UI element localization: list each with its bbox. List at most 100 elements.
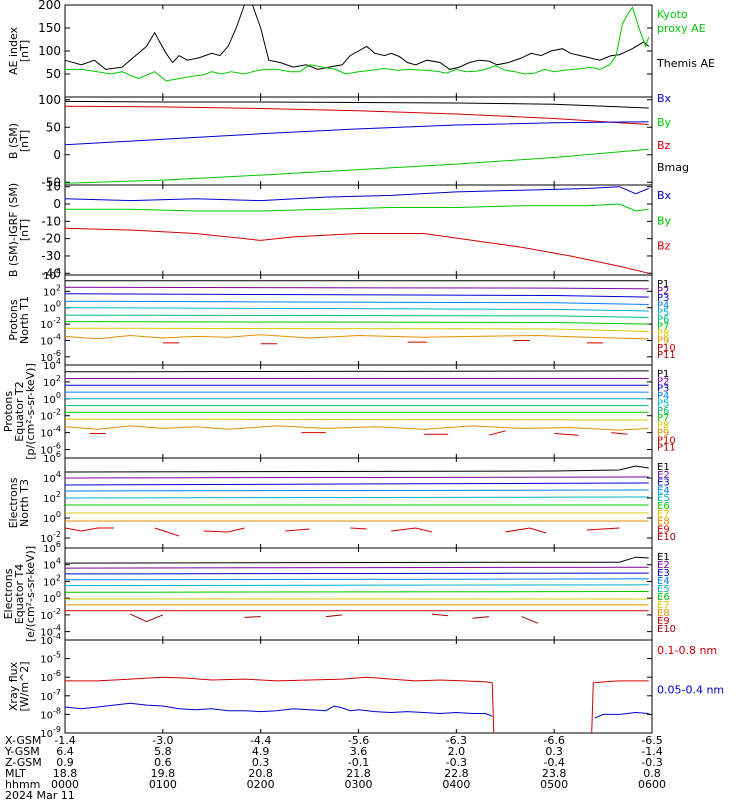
- legend-entry: E10: [657, 532, 676, 543]
- series-line: [203, 527, 245, 533]
- x-row-label: MLT: [5, 767, 26, 780]
- legend-entry: E4: [657, 576, 670, 587]
- x-row-value: 3.6: [350, 745, 368, 758]
- legend-entry: E6: [657, 592, 670, 603]
- legend-entry: P6: [657, 406, 669, 417]
- legend-entry: E1: [657, 552, 670, 563]
- panel-frame: [64, 96, 653, 186]
- x-row-value: 0.3: [545, 745, 563, 758]
- series-line: [64, 566, 649, 569]
- y-axis-label: B (SM)[nT]: [7, 123, 31, 159]
- legend-entry: P5: [657, 307, 669, 318]
- x-row-value: 19.8: [151, 767, 176, 780]
- legend-entry: P1: [657, 279, 669, 290]
- x-row-value: 0.6: [154, 756, 172, 769]
- x-row-label: X-GSM: [5, 734, 41, 747]
- y-tick-label: 100: [43, 510, 61, 525]
- series-line: [64, 4, 650, 70]
- legend-entry: P2: [657, 286, 669, 297]
- series-line: [154, 527, 180, 537]
- x-row-value: -1.4: [54, 734, 75, 747]
- legend-entry: E3: [657, 568, 670, 579]
- series-line: [65, 203, 649, 212]
- y-tick-label: -40: [41, 266, 61, 280]
- x-row-value: 2.0: [448, 745, 466, 758]
- series-line: [64, 591, 649, 593]
- legend-entry: proxy AE: [657, 22, 706, 35]
- x-row-value: -3.0: [152, 734, 173, 747]
- panel-frame: [64, 639, 653, 734]
- series-line: [64, 100, 649, 109]
- legend-entry: P2: [657, 376, 669, 387]
- panel-bdiff: 10 0 -10 -20 -30 -40 B (SM)-IGRF (SM)[nT] Bx By B…: [7, 180, 672, 281]
- y-tick-label: 100: [38, 44, 61, 58]
- x-row-value: 0200: [247, 778, 275, 791]
- series-line: [594, 711, 649, 719]
- y-tick-label: 10-7: [40, 688, 61, 703]
- x-row-value: 21.8: [346, 767, 371, 780]
- x-row-value: 0300: [345, 778, 373, 791]
- y-axis-label: ProtonsEquator T2[p/(cm²-s-sr-keV)]: [2, 363, 37, 460]
- x-row-value: 0.8: [643, 767, 661, 780]
- series-line: [64, 465, 649, 473]
- y-tick-label: -20: [41, 232, 61, 246]
- x-row-label: Z-GSM: [5, 756, 42, 769]
- y-tick-label: 106: [43, 540, 61, 555]
- y-axis-label: B (SM)-IGRF (SM)[nT]: [7, 183, 31, 277]
- legend-entry: E8: [657, 608, 670, 619]
- series-line: [64, 105, 649, 125]
- y-tick-label: 0: [53, 148, 61, 162]
- series-line: [64, 556, 649, 564]
- legend-entry: P7: [657, 322, 669, 333]
- x-row-value: 22.8: [444, 767, 469, 780]
- x-row-value: 0000: [51, 778, 79, 791]
- x-row-value: 0.9: [56, 756, 74, 769]
- y-tick-label: -50: [41, 175, 61, 189]
- series-line: [488, 430, 506, 436]
- series-line: [64, 370, 649, 373]
- panel-frame: [64, 184, 653, 276]
- series-line: [521, 616, 539, 624]
- y-tick-label: 10-4: [40, 624, 61, 639]
- legend-entry: E7: [657, 600, 670, 611]
- y-tick-label: 10-5: [40, 651, 61, 666]
- series-line: [391, 527, 433, 533]
- series-line: [64, 476, 649, 479]
- legend-entry: P11: [657, 443, 676, 454]
- legend-entry: E5: [657, 493, 670, 504]
- y-tick-label: 10-2: [40, 316, 61, 331]
- legend-entry: By: [657, 214, 672, 227]
- x-row-value: 0100: [149, 778, 177, 791]
- series-line: [325, 614, 343, 618]
- x-row-value: -6.6: [543, 734, 564, 747]
- x-row-value: 23.8: [542, 767, 567, 780]
- legend-entry: Bmag: [657, 161, 689, 174]
- series-line: [64, 307, 649, 312]
- y-tick-label: 50: [46, 120, 61, 134]
- legend-entry: Themis AE: [656, 57, 715, 70]
- y-axis-label: ElectronsEquator T4[e/(cm²-s-sr-keV)]: [2, 546, 37, 642]
- y-tick-label: 10-2: [40, 530, 61, 545]
- series-line: [64, 527, 114, 532]
- legend-entry: P7: [657, 413, 669, 424]
- x-row-value: -5.6: [348, 734, 369, 747]
- series-line: [64, 314, 649, 318]
- y-tick-label: 10-4: [40, 332, 61, 347]
- y-tick-label: 0: [53, 197, 61, 211]
- x-row-value: -4.4: [250, 734, 271, 747]
- y-tick-label: 100: [43, 391, 61, 406]
- series-line: [350, 527, 367, 530]
- legend-entry: P10: [657, 435, 676, 446]
- x-row-value: 20.8: [248, 767, 273, 780]
- y-tick-label: 10-9: [40, 725, 61, 740]
- y-tick-label: 10-4: [40, 632, 61, 647]
- panel-bsm: 100 50 0 -50 B (SM)[nT] Bx By Bz Bmag: [7, 92, 689, 189]
- y-tick-label: 10-8: [40, 706, 61, 721]
- legend-entry: E2: [657, 470, 670, 481]
- legend-entry: E9: [657, 616, 670, 627]
